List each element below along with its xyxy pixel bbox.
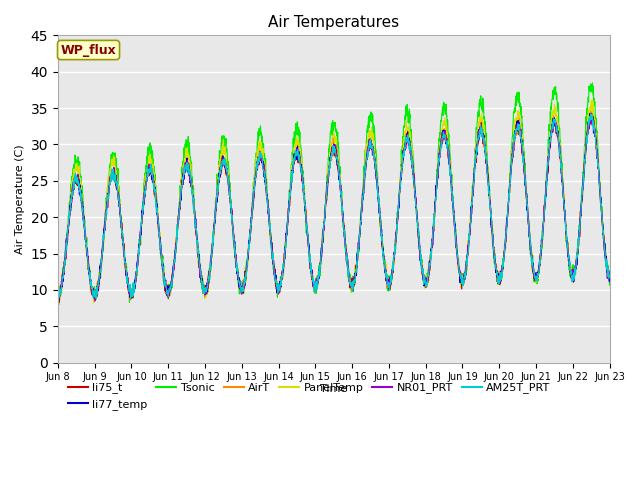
PanelTemp xyxy=(54,294,61,300)
AirT xyxy=(494,277,502,283)
Tsonic xyxy=(362,146,370,152)
Y-axis label: Air Temperature (C): Air Temperature (C) xyxy=(15,144,25,254)
NR01_PRT xyxy=(350,274,358,280)
AirT xyxy=(557,166,565,171)
PanelTemp xyxy=(605,272,613,278)
AirT xyxy=(54,293,61,299)
li75_t xyxy=(56,300,63,305)
Line: NR01_PRT: NR01_PRT xyxy=(58,113,609,301)
li75_t xyxy=(557,159,565,165)
X-axis label: Time: Time xyxy=(320,384,348,394)
PanelTemp xyxy=(350,281,358,287)
PanelTemp xyxy=(208,247,216,253)
NR01_PRT xyxy=(494,280,502,286)
li75_t xyxy=(362,167,370,172)
AirT xyxy=(208,247,216,252)
li77_temp xyxy=(54,298,61,304)
PanelTemp xyxy=(573,262,580,267)
NR01_PRT xyxy=(208,246,216,252)
Tsonic xyxy=(573,255,580,261)
Tsonic xyxy=(494,281,502,287)
AirT xyxy=(362,163,370,168)
li77_temp xyxy=(557,160,564,166)
PanelTemp xyxy=(90,300,97,306)
Tsonic xyxy=(557,149,565,155)
AM25T_PRT xyxy=(127,296,134,302)
li75_t xyxy=(494,281,502,287)
Legend: li75_t, li77_temp, Tsonic, AirT, PanelTemp, NR01_PRT, AM25T_PRT: li75_t, li77_temp, Tsonic, AirT, PanelTe… xyxy=(63,378,555,414)
AM25T_PRT xyxy=(587,111,595,117)
Line: AirT: AirT xyxy=(58,111,609,301)
AirT xyxy=(91,299,99,304)
Tsonic xyxy=(208,241,216,247)
li75_t xyxy=(350,280,358,286)
li77_temp xyxy=(605,273,613,279)
li77_temp xyxy=(586,111,594,117)
AirT xyxy=(605,270,613,276)
Line: AM25T_PRT: AM25T_PRT xyxy=(58,114,609,299)
li75_t xyxy=(208,249,216,255)
Line: li77_temp: li77_temp xyxy=(58,114,609,301)
AirT xyxy=(573,259,580,265)
AM25T_PRT xyxy=(362,161,370,167)
AM25T_PRT xyxy=(350,280,358,286)
NR01_PRT xyxy=(54,294,61,300)
li75_t xyxy=(573,257,580,263)
Line: PanelTemp: PanelTemp xyxy=(58,100,609,303)
Tsonic xyxy=(605,282,613,288)
NR01_PRT xyxy=(605,269,613,275)
Text: WP_flux: WP_flux xyxy=(61,44,116,57)
AirT xyxy=(587,108,595,114)
Tsonic xyxy=(55,302,63,308)
NR01_PRT xyxy=(362,164,370,169)
li77_temp xyxy=(362,165,369,171)
li77_temp xyxy=(572,266,580,272)
Line: Tsonic: Tsonic xyxy=(58,83,609,305)
li77_temp xyxy=(494,275,502,281)
AM25T_PRT xyxy=(557,166,565,171)
NR01_PRT xyxy=(588,110,595,116)
AM25T_PRT xyxy=(573,259,580,264)
li77_temp xyxy=(208,247,216,253)
PanelTemp xyxy=(588,97,595,103)
Line: li75_t: li75_t xyxy=(58,114,609,302)
li77_temp xyxy=(349,276,357,282)
NR01_PRT xyxy=(92,298,99,304)
AM25T_PRT xyxy=(54,285,61,291)
NR01_PRT xyxy=(573,263,580,269)
Tsonic xyxy=(589,80,596,86)
AM25T_PRT xyxy=(494,274,502,279)
li75_t xyxy=(54,298,61,303)
AirT xyxy=(350,283,358,289)
AM25T_PRT xyxy=(208,248,216,254)
li75_t xyxy=(587,111,595,117)
NR01_PRT xyxy=(557,167,565,172)
Tsonic xyxy=(54,300,61,306)
PanelTemp xyxy=(362,155,370,161)
AM25T_PRT xyxy=(605,273,613,279)
Title: Air Temperatures: Air Temperatures xyxy=(268,15,399,30)
li75_t xyxy=(605,271,613,276)
PanelTemp xyxy=(494,275,502,281)
PanelTemp xyxy=(557,158,565,164)
Tsonic xyxy=(350,283,358,288)
